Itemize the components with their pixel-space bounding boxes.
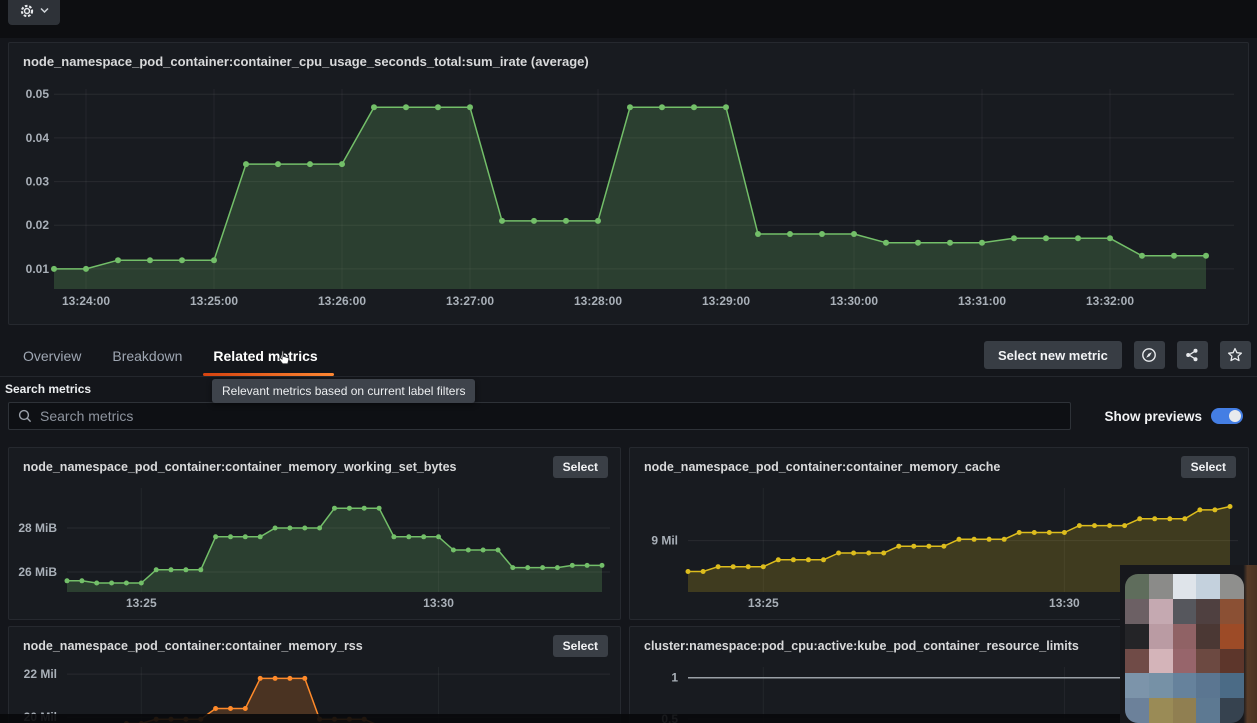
cpu-usage-panel: node_namespace_pod_container:container_c… — [8, 42, 1249, 325]
svg-text:22 Mil: 22 Mil — [24, 667, 57, 681]
window-bottom-edge — [0, 714, 1120, 723]
svg-text:13:25: 13:25 — [126, 596, 157, 610]
show-previews-toggle[interactable] — [1211, 408, 1243, 424]
tab-bar: Overview Breakdown Related metrics — [23, 342, 335, 376]
explore-button[interactable] — [1133, 341, 1165, 369]
search-placeholder: Search metrics — [40, 408, 134, 424]
svg-text:13:24:00: 13:24:00 — [62, 294, 110, 308]
cpu-panel-title: node_namespace_pod_container:container_c… — [23, 54, 589, 69]
svg-text:13:29:00: 13:29:00 — [702, 294, 750, 308]
svg-text:13:30: 13:30 — [1049, 596, 1080, 610]
svg-text:13:30: 13:30 — [423, 596, 454, 610]
settings-button[interactable] — [8, 0, 60, 25]
memory-working-set-chart[interactable]: 26 MiB 28 MiB 13:25 13:30 — [9, 480, 620, 621]
panel-title: node_namespace_pod_container:container_m… — [644, 460, 1001, 474]
svg-text:0.01: 0.01 — [26, 262, 50, 276]
tab-bar-divider — [0, 376, 1257, 377]
show-previews-label: Show previews — [1104, 408, 1202, 424]
svg-text:13:30:00: 13:30:00 — [830, 294, 878, 308]
svg-text:13:26:00: 13:26:00 — [318, 294, 366, 308]
chevron-down-icon — [40, 7, 49, 13]
toggle-knob — [1229, 410, 1241, 422]
search-input[interactable]: Search metrics — [8, 402, 1071, 430]
svg-text:26 MiB: 26 MiB — [18, 565, 57, 579]
webcam-overlay — [1120, 565, 1257, 723]
compass-icon — [1142, 348, 1157, 362]
svg-text:0.05: 0.05 — [26, 87, 50, 101]
select-new-metric-button[interactable]: Select new metric — [984, 341, 1122, 369]
search-icon — [18, 409, 32, 423]
svg-text:9 Mil: 9 Mil — [651, 534, 678, 548]
panel-memory-rss: node_namespace_pod_container:container_m… — [8, 626, 621, 723]
panel-title: node_namespace_pod_container:container_m… — [23, 460, 457, 474]
select-button[interactable]: Select — [552, 456, 608, 478]
pixelated-face — [1125, 574, 1244, 723]
svg-text:28 MiB: 28 MiB — [18, 521, 57, 535]
favorite-button[interactable] — [1219, 341, 1251, 369]
star-icon — [1228, 347, 1243, 362]
memory-cache-chart[interactable]: 9 Mil 13:25 13:30 — [630, 480, 1248, 621]
panel-title: cluster:namespace:pod_cpu:active:kube_po… — [644, 639, 1079, 653]
gear-icon — [20, 4, 34, 18]
show-previews-control: Show previews — [1083, 402, 1249, 430]
select-button[interactable]: Select — [1180, 456, 1236, 478]
tab-related-metrics[interactable]: Related metrics — [203, 342, 335, 376]
share-button[interactable] — [1176, 341, 1208, 369]
hand-cursor-icon — [278, 350, 290, 365]
svg-text:0.03: 0.03 — [26, 175, 50, 189]
panel-memory-working-set: node_namespace_pod_container:container_m… — [8, 447, 621, 620]
svg-text:13:27:00: 13:27:00 — [446, 294, 494, 308]
svg-text:13:25:00: 13:25:00 — [190, 294, 238, 308]
panel-title: node_namespace_pod_container:container_m… — [23, 639, 363, 653]
top-bar — [0, 0, 1257, 38]
tab-actions: Select new metric — [984, 341, 1251, 369]
svg-text:0.04: 0.04 — [26, 131, 50, 145]
svg-text:1: 1 — [671, 671, 678, 685]
cpu-usage-chart[interactable]: 0.01 0.02 0.03 0.04 0.05 13:24:00 13:25:00 13:2… — [9, 79, 1248, 326]
svg-text:13:28:00: 13:28:00 — [574, 294, 622, 308]
svg-text:13:25: 13:25 — [748, 596, 779, 610]
svg-text:0.02: 0.02 — [26, 218, 50, 232]
tab-tooltip: Relevant metrics based on current label … — [212, 379, 476, 403]
search-metrics-label: Search metrics — [5, 382, 92, 396]
tab-overview[interactable]: Overview — [23, 342, 81, 376]
share-icon — [1186, 348, 1198, 362]
select-button[interactable]: Select — [552, 635, 608, 657]
svg-text:13:32:00: 13:32:00 — [1086, 294, 1134, 308]
tab-breakdown[interactable]: Breakdown — [112, 342, 182, 376]
svg-text:13:31:00: 13:31:00 — [958, 294, 1006, 308]
